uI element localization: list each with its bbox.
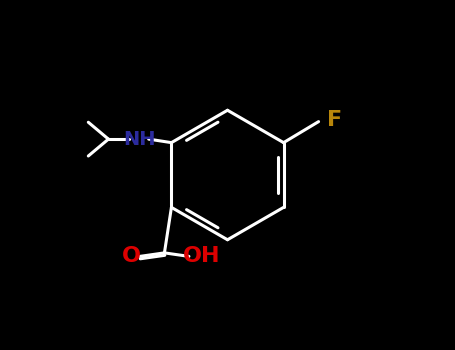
Text: OH: OH [182,246,220,266]
Text: F: F [327,110,343,130]
Text: O: O [121,246,141,266]
Text: NH: NH [124,130,156,149]
